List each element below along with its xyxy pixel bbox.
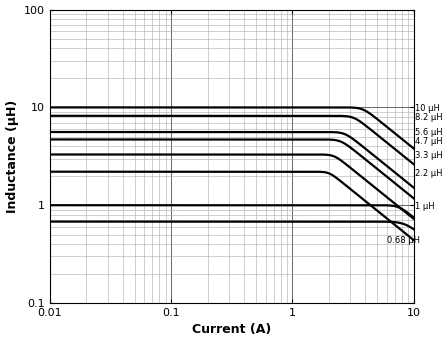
Text: 0.68 μH: 0.68 μH: [387, 236, 420, 245]
Text: 2.2 μH: 2.2 μH: [415, 169, 442, 178]
Text: 1 μH: 1 μH: [415, 202, 435, 211]
Text: 5.6 μH: 5.6 μH: [415, 128, 442, 137]
Text: 8.2 μH: 8.2 μH: [415, 114, 442, 122]
Text: 3.3 μH: 3.3 μH: [415, 151, 443, 160]
Text: 10 μH: 10 μH: [415, 104, 439, 113]
Text: 4.7 μH: 4.7 μH: [415, 137, 442, 146]
Y-axis label: Inductance (μH): Inductance (μH): [5, 100, 18, 213]
X-axis label: Current (A): Current (A): [192, 324, 271, 337]
